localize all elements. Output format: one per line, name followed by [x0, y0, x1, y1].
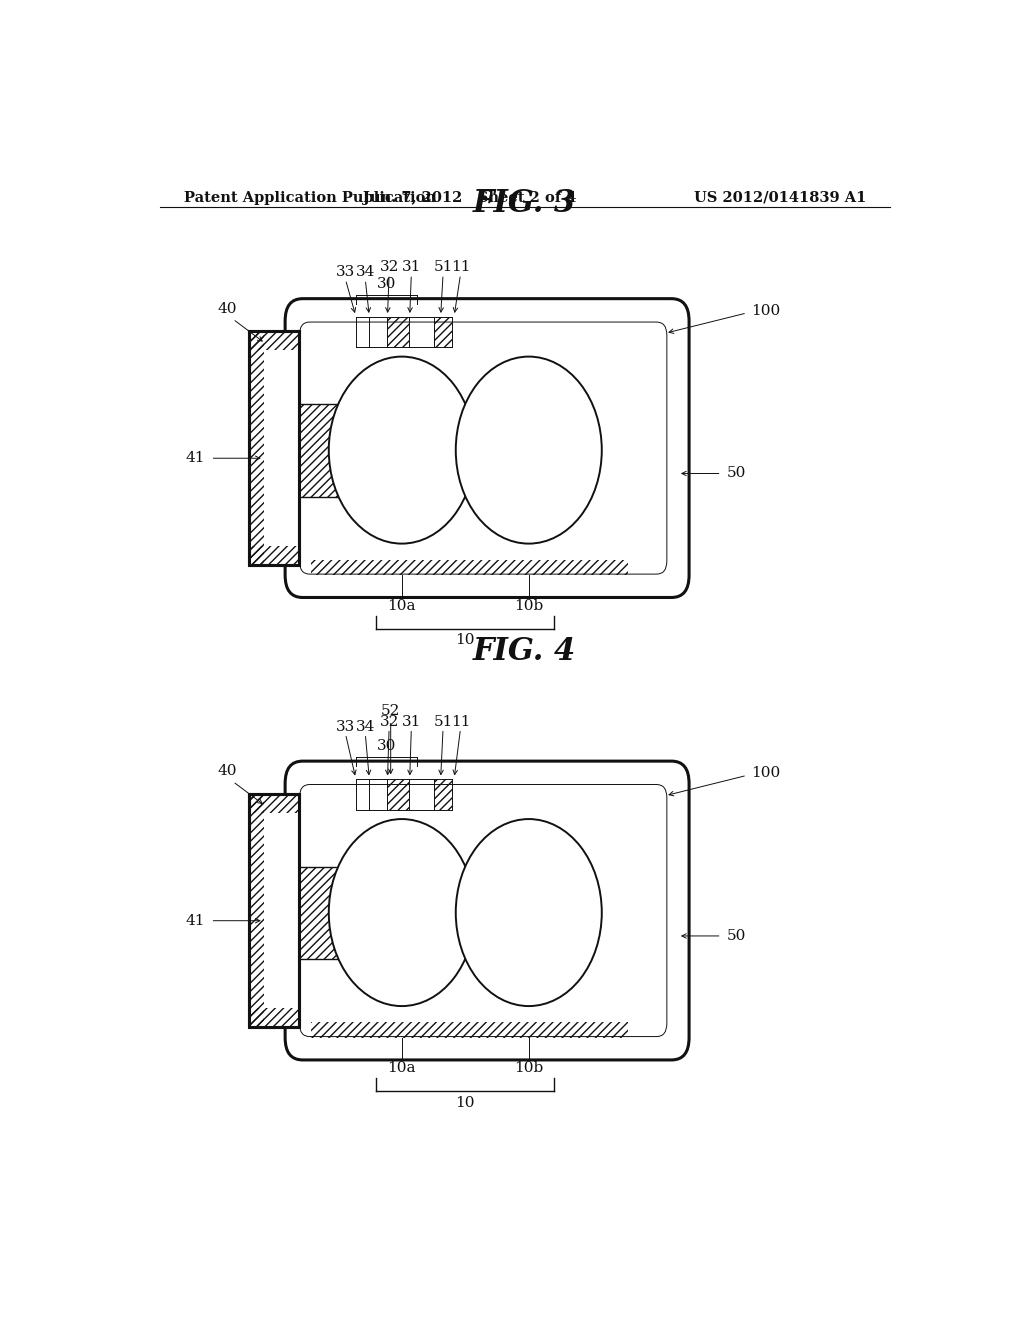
- Circle shape: [329, 356, 475, 544]
- Bar: [310, 560, 628, 576]
- Text: 10: 10: [456, 1096, 475, 1110]
- Text: 40: 40: [217, 764, 237, 779]
- Text: 51: 51: [433, 714, 453, 729]
- Bar: [249, 331, 299, 351]
- Text: 33: 33: [336, 265, 355, 280]
- Text: 51: 51: [433, 260, 453, 275]
- Bar: [249, 331, 299, 565]
- Text: 32: 32: [380, 260, 398, 275]
- Text: 33: 33: [336, 719, 355, 734]
- Text: 100: 100: [751, 767, 780, 780]
- FancyBboxPatch shape: [285, 298, 689, 598]
- Text: 52: 52: [381, 705, 400, 718]
- Text: 10b: 10b: [514, 598, 544, 612]
- Text: 50: 50: [727, 929, 746, 942]
- Bar: [434, 779, 452, 810]
- Text: 30: 30: [377, 276, 396, 290]
- Bar: [299, 867, 344, 960]
- Bar: [249, 331, 264, 565]
- Text: 31: 31: [401, 260, 421, 275]
- Text: 50: 50: [727, 466, 746, 480]
- Bar: [249, 793, 299, 813]
- Circle shape: [456, 818, 602, 1006]
- Text: US 2012/0141839 A1: US 2012/0141839 A1: [693, 191, 866, 205]
- Text: 10a: 10a: [387, 1061, 416, 1074]
- Text: Patent Application Publication: Patent Application Publication: [183, 191, 435, 205]
- Text: 11: 11: [451, 714, 470, 729]
- Text: 100: 100: [751, 304, 780, 318]
- Text: 10: 10: [456, 634, 475, 647]
- Bar: [310, 1022, 628, 1038]
- Text: FIG. 4: FIG. 4: [473, 636, 577, 667]
- Text: 40: 40: [217, 302, 237, 315]
- Bar: [387, 779, 409, 810]
- Text: 10b: 10b: [514, 1061, 544, 1074]
- Text: 41: 41: [185, 913, 205, 928]
- Text: 10a: 10a: [387, 598, 416, 612]
- Text: FIG. 3: FIG. 3: [473, 189, 577, 219]
- Bar: [299, 404, 344, 496]
- Bar: [299, 404, 344, 496]
- FancyBboxPatch shape: [285, 762, 689, 1060]
- Bar: [434, 317, 452, 347]
- Circle shape: [456, 356, 602, 544]
- Text: 11: 11: [451, 260, 470, 275]
- Text: 30: 30: [377, 739, 396, 752]
- Text: Jun. 7, 2012   Sheet 2 of 4: Jun. 7, 2012 Sheet 2 of 4: [362, 191, 575, 205]
- Bar: [249, 545, 299, 565]
- Text: 32: 32: [380, 714, 398, 729]
- Bar: [249, 793, 264, 1027]
- Bar: [299, 867, 344, 960]
- FancyBboxPatch shape: [299, 784, 667, 1036]
- Bar: [249, 793, 299, 1027]
- FancyBboxPatch shape: [299, 322, 667, 574]
- Bar: [249, 1008, 299, 1027]
- Text: 31: 31: [401, 714, 421, 729]
- Text: 34: 34: [355, 719, 375, 734]
- Bar: [387, 317, 409, 347]
- Text: 34: 34: [355, 265, 375, 280]
- Text: 41: 41: [185, 451, 205, 465]
- Circle shape: [329, 818, 475, 1006]
